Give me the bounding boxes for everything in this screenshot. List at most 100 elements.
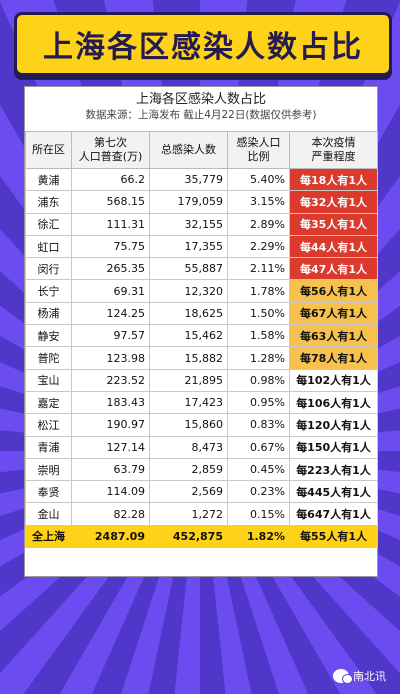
cell-ratio: 1.28% (227, 346, 290, 370)
cell-population: 111.31 (71, 212, 150, 236)
cell-infected: 179,059 (149, 190, 228, 214)
cell-population: 75.75 (71, 234, 150, 259)
total-row: 全上海 2487.09 452,875 1.82% 每55人有1人 (25, 524, 378, 549)
cell-severity: 每35人有1人 (289, 212, 378, 236)
cell-population: 568.15 (71, 190, 150, 214)
total-cell-infected: 452,875 (149, 524, 228, 549)
cell-ratio: 0.95% (227, 390, 290, 415)
cell-district: 黄浦 (25, 167, 72, 192)
cell-ratio: 2.89% (227, 212, 290, 236)
cell-ratio: 2.11% (227, 257, 290, 281)
cell-infected: 15,462 (149, 324, 228, 348)
cell-severity: 每32人有1人 (289, 190, 378, 214)
table-row: 黄浦 66.2 35,779 5.40% 每18人有1人 (25, 167, 378, 192)
table-row: 长宁 69.31 12,320 1.78% 每56人有1人 (25, 279, 378, 303)
cell-district: 松江 (25, 413, 72, 437)
total-cell-district: 全上海 (25, 524, 72, 549)
cell-population: 265.35 (71, 257, 150, 281)
table-header-row: 所在区 第七次 人口普查(万) 总感染人数 感染人口 比例 本次疫情 严重程度 (25, 131, 378, 169)
cell-infected: 12,320 (149, 279, 228, 303)
cell-infected: 17,423 (149, 390, 228, 415)
cell-severity: 每647人有1人 (289, 502, 378, 526)
cell-ratio: 5.40% (227, 167, 290, 192)
table-row: 松江 190.97 15,860 0.83% 每120人有1人 (25, 413, 378, 437)
cell-severity: 每102人有1人 (289, 368, 378, 392)
cell-population: 97.57 (71, 324, 150, 348)
column-header: 第七次 人口普查(万) (71, 131, 150, 169)
column-header: 本次疫情 严重程度 (289, 131, 378, 169)
cell-district: 长宁 (25, 279, 72, 303)
cell-severity: 每445人有1人 (289, 480, 378, 504)
card-source: 数据来源：上海发布 截止4月22日(数据仅供参考) (85, 109, 317, 121)
cell-population: 124.25 (71, 301, 150, 326)
total-cell-ratio: 1.82% (227, 524, 290, 549)
banner: 上海各区感染人数占比 (14, 12, 392, 76)
cell-ratio: 0.15% (227, 502, 290, 526)
cell-district: 青浦 (25, 435, 72, 459)
cell-population: 82.28 (71, 502, 150, 526)
cell-district: 浦东 (25, 190, 72, 214)
cell-population: 183.43 (71, 390, 150, 415)
cell-district: 虹口 (25, 234, 72, 259)
cell-district: 崇明 (25, 457, 72, 482)
table-row: 浦东 568.15 179,059 3.15% 每32人有1人 (25, 190, 378, 214)
cell-population: 223.52 (71, 368, 150, 392)
cell-severity: 每223人有1人 (289, 457, 378, 482)
cell-ratio: 0.67% (227, 435, 290, 459)
cell-ratio: 1.58% (227, 324, 290, 348)
cell-ratio: 1.50% (227, 301, 290, 326)
cell-ratio: 0.83% (227, 413, 290, 437)
cell-district: 杨浦 (25, 301, 72, 326)
card-title: 上海各区感染人数占比 (135, 92, 266, 107)
cell-district: 嘉定 (25, 390, 72, 415)
cell-severity: 每56人有1人 (289, 279, 378, 303)
cell-ratio: 0.45% (227, 457, 290, 482)
table-row: 金山 82.28 1,272 0.15% 每647人有1人 (25, 502, 378, 526)
cell-district: 奉贤 (25, 480, 72, 504)
cell-infected: 15,882 (149, 346, 228, 370)
cell-infected: 15,860 (149, 413, 228, 437)
cell-severity: 每120人有1人 (289, 413, 378, 437)
cell-district: 静安 (25, 324, 72, 348)
table-row: 虹口 75.75 17,355 2.29% 每44人有1人 (25, 234, 378, 259)
cell-infected: 21,895 (149, 368, 228, 392)
cell-district: 闵行 (25, 257, 72, 281)
total-cell-population: 2487.09 (71, 524, 150, 549)
cell-severity: 每78人有1人 (289, 346, 378, 370)
cell-population: 63.79 (71, 457, 150, 482)
cell-district: 金山 (25, 502, 72, 526)
table-row: 奉贤 114.09 2,569 0.23% 每445人有1人 (25, 480, 378, 504)
cell-infected: 2,859 (149, 457, 228, 482)
district-table: 所在区 第七次 人口普查(万) 总感染人数 感染人口 比例 本次疫情 严重程度 黄浦 66… (25, 131, 378, 549)
cell-infected: 32,155 (149, 212, 228, 236)
column-header: 总感染人数 (149, 131, 228, 169)
cell-ratio: 3.15% (227, 190, 290, 214)
total-cell-severity: 每55人有1人 (289, 524, 378, 549)
table-body: 黄浦 66.2 35,779 5.40% 每18人有1人 浦东 568.15 179,059 3… (25, 167, 378, 549)
cell-severity: 每63人有1人 (289, 324, 378, 348)
table-row: 徐汇 111.31 32,155 2.89% 每35人有1人 (25, 212, 378, 236)
table-row: 杨浦 124.25 18,625 1.50% 每67人有1人 (25, 301, 378, 326)
cell-population: 69.31 (71, 279, 150, 303)
wechat-icon (333, 669, 353, 684)
table-row: 崇明 63.79 2,859 0.45% 每223人有1人 (25, 457, 378, 482)
cell-severity: 每106人有1人 (289, 390, 378, 415)
cell-infected: 35,779 (149, 167, 228, 192)
cell-ratio: 1.78% (227, 279, 290, 303)
table-row: 普陀 123.98 15,882 1.28% 每78人有1人 (25, 346, 378, 370)
cell-severity: 每67人有1人 (289, 301, 378, 326)
table-row: 宝山 223.52 21,895 0.98% 每102人有1人 (25, 368, 378, 392)
column-header: 感染人口 比例 (227, 131, 290, 169)
cell-population: 66.2 (71, 167, 150, 192)
cell-severity: 每47人有1人 (289, 257, 378, 281)
cell-infected: 2,569 (149, 480, 228, 504)
cell-district: 普陀 (25, 346, 72, 370)
cell-infected: 8,473 (149, 435, 228, 459)
cell-severity: 每44人有1人 (289, 234, 378, 259)
cell-district: 宝山 (25, 368, 72, 392)
cell-population: 123.98 (71, 346, 150, 370)
cell-ratio: 0.98% (227, 368, 290, 392)
cell-population: 127.14 (71, 435, 150, 459)
cell-severity: 每18人有1人 (289, 167, 378, 192)
table-row: 青浦 127.14 8,473 0.67% 每150人有1人 (25, 435, 378, 459)
